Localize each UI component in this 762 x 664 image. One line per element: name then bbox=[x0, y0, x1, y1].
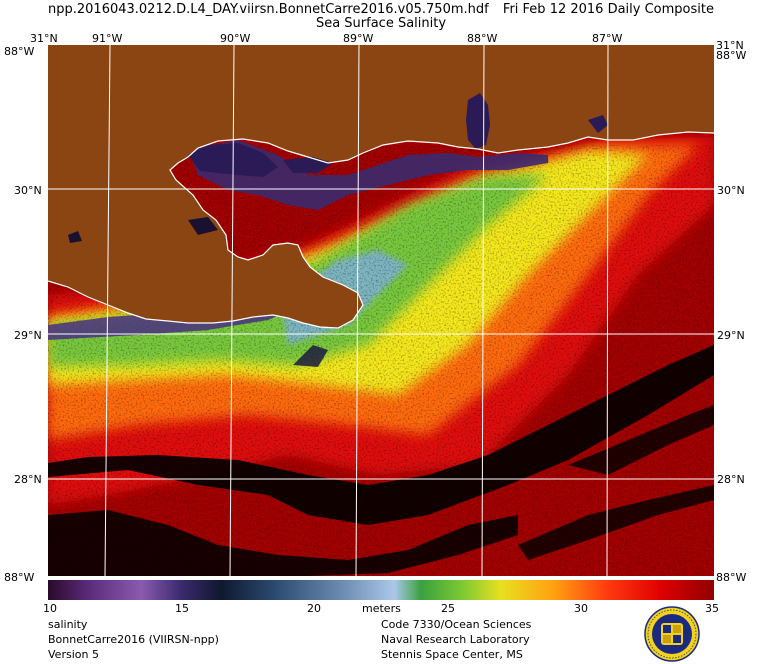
corner-lon-label-tr: 88°W bbox=[716, 49, 747, 62]
colorbar-tick-25: 25 bbox=[441, 602, 455, 615]
corner-lon-label-bl: 88°W bbox=[4, 571, 35, 584]
lat-label-28n-right: 28°N bbox=[717, 473, 745, 486]
corner-lon-label-tl: 88°W bbox=[4, 45, 35, 58]
corner-lat-label-tr: 31°N bbox=[716, 39, 744, 52]
colorbar-tick-30: 30 bbox=[574, 602, 588, 615]
nodata-cloud-south bbox=[48, 345, 714, 525]
lon-label-88w: 88°W bbox=[467, 32, 498, 45]
colorbar-tick-35: 35 bbox=[705, 602, 719, 615]
footer-region: BonnetCarre2016 (VIIRSN-npp) bbox=[48, 633, 219, 646]
map-title: npp.2016043.0212.D.L4_DAY.viirsn.BonnetC… bbox=[48, 2, 489, 17]
footer-location: Stennis Space Center, MS bbox=[381, 648, 523, 661]
graticule bbox=[48, 45, 714, 576]
lon-label-90w: 90°W bbox=[220, 32, 251, 45]
nearshore-lowsalinity bbox=[188, 140, 548, 210]
composite-date: Fri Feb 12 2016 Daily Composite bbox=[502, 2, 714, 17]
lat-label-28n-left: 28°N bbox=[14, 473, 42, 486]
footer-code: Code 7330/Ocean Sciences bbox=[381, 618, 532, 631]
footer-variable: salinity bbox=[48, 618, 88, 631]
lat-label-30n-left: 30°N bbox=[14, 184, 42, 197]
corner-lon-label-br: 88°W bbox=[716, 571, 747, 584]
lat-label-29n-left: 29°N bbox=[14, 329, 42, 342]
land-louisiana-mississippi bbox=[48, 45, 714, 328]
lat-label-30n-right: 30°N bbox=[717, 184, 745, 197]
lon-label-91w: 91°W bbox=[92, 32, 123, 45]
colorbar-tick-15: 15 bbox=[175, 602, 189, 615]
footer-lab: Naval Research Laboratory bbox=[381, 633, 530, 646]
lon-label-89w: 89°W bbox=[343, 32, 374, 45]
lat-label-29n-right: 29°N bbox=[717, 329, 745, 342]
nrl-seal-icon bbox=[644, 606, 700, 662]
colorbar-tick-10: 10 bbox=[43, 602, 57, 615]
product-name: Sea Surface Salinity bbox=[315, 16, 447, 31]
colorbar-tick-20: 20 bbox=[307, 602, 321, 615]
salinity-map bbox=[48, 45, 714, 576]
colorbar-unit: meters bbox=[362, 602, 401, 615]
lon-label-87w: 87°W bbox=[592, 32, 623, 45]
corner-lat-label-tl: 31°N bbox=[30, 32, 58, 45]
salinity-colorbar bbox=[48, 580, 714, 600]
footer-version: Version 5 bbox=[48, 648, 99, 661]
